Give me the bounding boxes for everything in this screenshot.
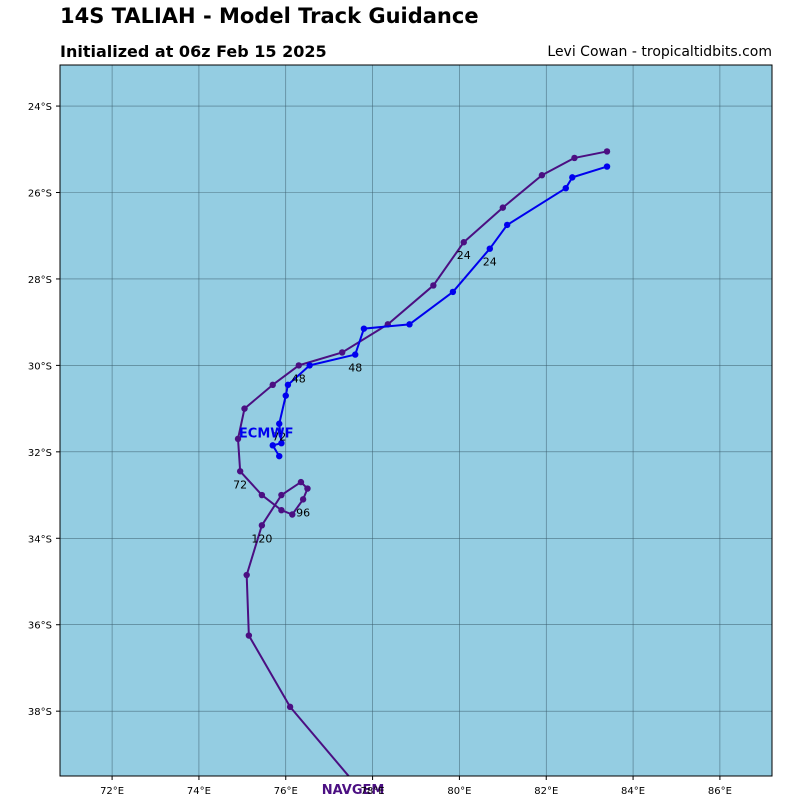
ecmwf-track-point — [486, 245, 494, 252]
ocean-background — [60, 65, 772, 776]
lat-tick-label: 32°S — [28, 448, 52, 459]
navgem-track-point — [460, 239, 467, 246]
navgem-track-point — [338, 349, 346, 356]
lon-tick-label: 86°E — [708, 786, 732, 797]
navgem-track-point — [269, 381, 276, 389]
navgem-track-point — [538, 172, 546, 179]
page-title: 14S TALIAH - Model Track Guidance — [60, 4, 479, 28]
ecmwf-track-point — [278, 439, 285, 447]
navgem-track-point — [245, 632, 253, 639]
ecmwf-track-point — [406, 321, 413, 328]
navgem-track-point — [243, 571, 250, 579]
lon-tick-label: 72°E — [100, 786, 124, 797]
navgem-track-point — [299, 496, 307, 503]
navgem-track-point — [278, 491, 285, 499]
ecmwf-track-point — [562, 184, 569, 192]
ecmwf-track-point — [352, 351, 359, 358]
lat-tick-label: 36°S — [28, 621, 52, 632]
lon-tick-label: 80°E — [447, 786, 471, 797]
ecmwf-hour-label: 24 — [483, 256, 497, 269]
ecmwf-track-point — [269, 442, 276, 449]
plot-frame — [59, 64, 773, 777]
lat-tick-label: 28°S — [28, 275, 52, 286]
ecmwf-track-point — [276, 420, 283, 427]
ecmwf-track-point — [360, 325, 368, 332]
ecmwf-track-line — [271, 165, 608, 457]
navgem-track-point — [297, 478, 305, 486]
navgem-track-point — [304, 485, 311, 492]
ecmwf-track-point — [503, 221, 511, 229]
ecmwf-hour-label: 48 — [348, 362, 362, 375]
navgem-track-point — [278, 506, 285, 514]
navgem-track-point — [236, 468, 244, 475]
navgem-track-point — [499, 204, 507, 211]
ecmwf-hour-label: 72 — [272, 431, 286, 444]
navgem-track-point — [258, 522, 266, 529]
navgem-track-point — [571, 154, 578, 162]
navgem-track-point — [234, 435, 242, 443]
lat-tick-label: 34°S — [28, 534, 52, 545]
lon-tick-label: 82°E — [534, 786, 558, 797]
lat-tick-label: 38°S — [28, 707, 52, 718]
navgem-hour-label: 96 — [296, 506, 310, 519]
lon-tick-label: 74°E — [187, 786, 211, 797]
navgem-hour-label: 48 — [292, 372, 306, 385]
navgem-track-point — [289, 511, 296, 518]
ecmwf-track-point — [282, 392, 289, 399]
navgem-track-point — [286, 703, 294, 711]
navgem-hour-label: 120 — [251, 532, 272, 545]
axis-ticks: 72°E 74°E 76°E 78°E 80°E 82°E 84°E 86°E 24°S 26°S… — [28, 102, 732, 797]
navgem-model-label: NAVGEM — [322, 783, 385, 798]
grid-lines — [60, 65, 772, 776]
ecmwf-track-point — [284, 381, 292, 389]
navgem-track-point — [241, 405, 248, 412]
lon-tick-label: 78°E — [361, 786, 385, 797]
ecmwf-track-point — [306, 362, 313, 369]
ecmwf-track-point — [276, 452, 283, 460]
lon-tick-label: 84°E — [621, 786, 645, 797]
init-time-subtitle: Initialized at 06z Feb 15 2025 — [60, 42, 327, 61]
lat-tick-label: 24°S — [28, 102, 52, 113]
navgem-track-point — [258, 491, 266, 499]
model-tracks — [234, 148, 611, 776]
ecmwf-track-point — [569, 174, 576, 181]
navgem-hour-label: 24 — [457, 249, 471, 262]
navgem-hour-label: 72 — [233, 478, 247, 491]
ecmwf-model-label: ECMWF — [239, 426, 294, 441]
navgem-track-point — [295, 362, 302, 369]
navgem-track-point — [430, 282, 437, 289]
lon-tick-label: 76°E — [274, 786, 298, 797]
navgem-track-point — [603, 148, 611, 155]
ecmwf-track-point — [603, 163, 611, 170]
ecmwf-track-point — [449, 288, 457, 296]
lat-tick-label: 26°S — [28, 189, 52, 200]
credit-text: Levi Cowan - tropicaltidbits.com — [547, 44, 772, 60]
lat-tick-label: 30°S — [28, 361, 52, 372]
